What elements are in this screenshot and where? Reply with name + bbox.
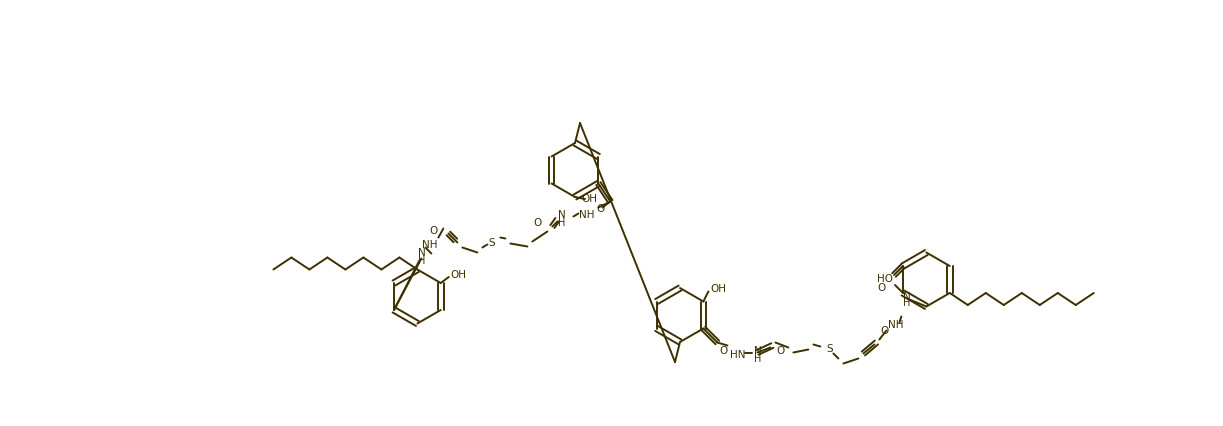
Text: O: O [719,345,728,356]
Text: O: O [533,219,542,228]
Text: H: H [753,354,761,363]
Text: OH: OH [711,285,726,294]
Text: HN: HN [730,349,745,360]
Text: O: O [881,326,888,337]
Text: H: H [558,218,565,227]
Text: OH: OH [451,270,467,280]
Text: NH: NH [578,210,594,219]
Text: OH: OH [581,194,597,204]
Text: N: N [558,210,565,221]
Text: NH: NH [888,320,903,331]
Text: N: N [417,248,426,259]
Text: HO: HO [877,274,893,284]
Text: NH: NH [422,241,437,250]
Text: S: S [488,238,494,248]
Text: H: H [418,256,426,265]
Text: N: N [753,345,761,356]
Text: O: O [877,283,885,293]
Text: O: O [429,225,438,236]
Text: S: S [826,345,833,354]
Text: N: N [903,291,910,302]
Text: H: H [903,299,910,308]
Text: O: O [777,345,784,356]
Text: O: O [597,204,604,215]
